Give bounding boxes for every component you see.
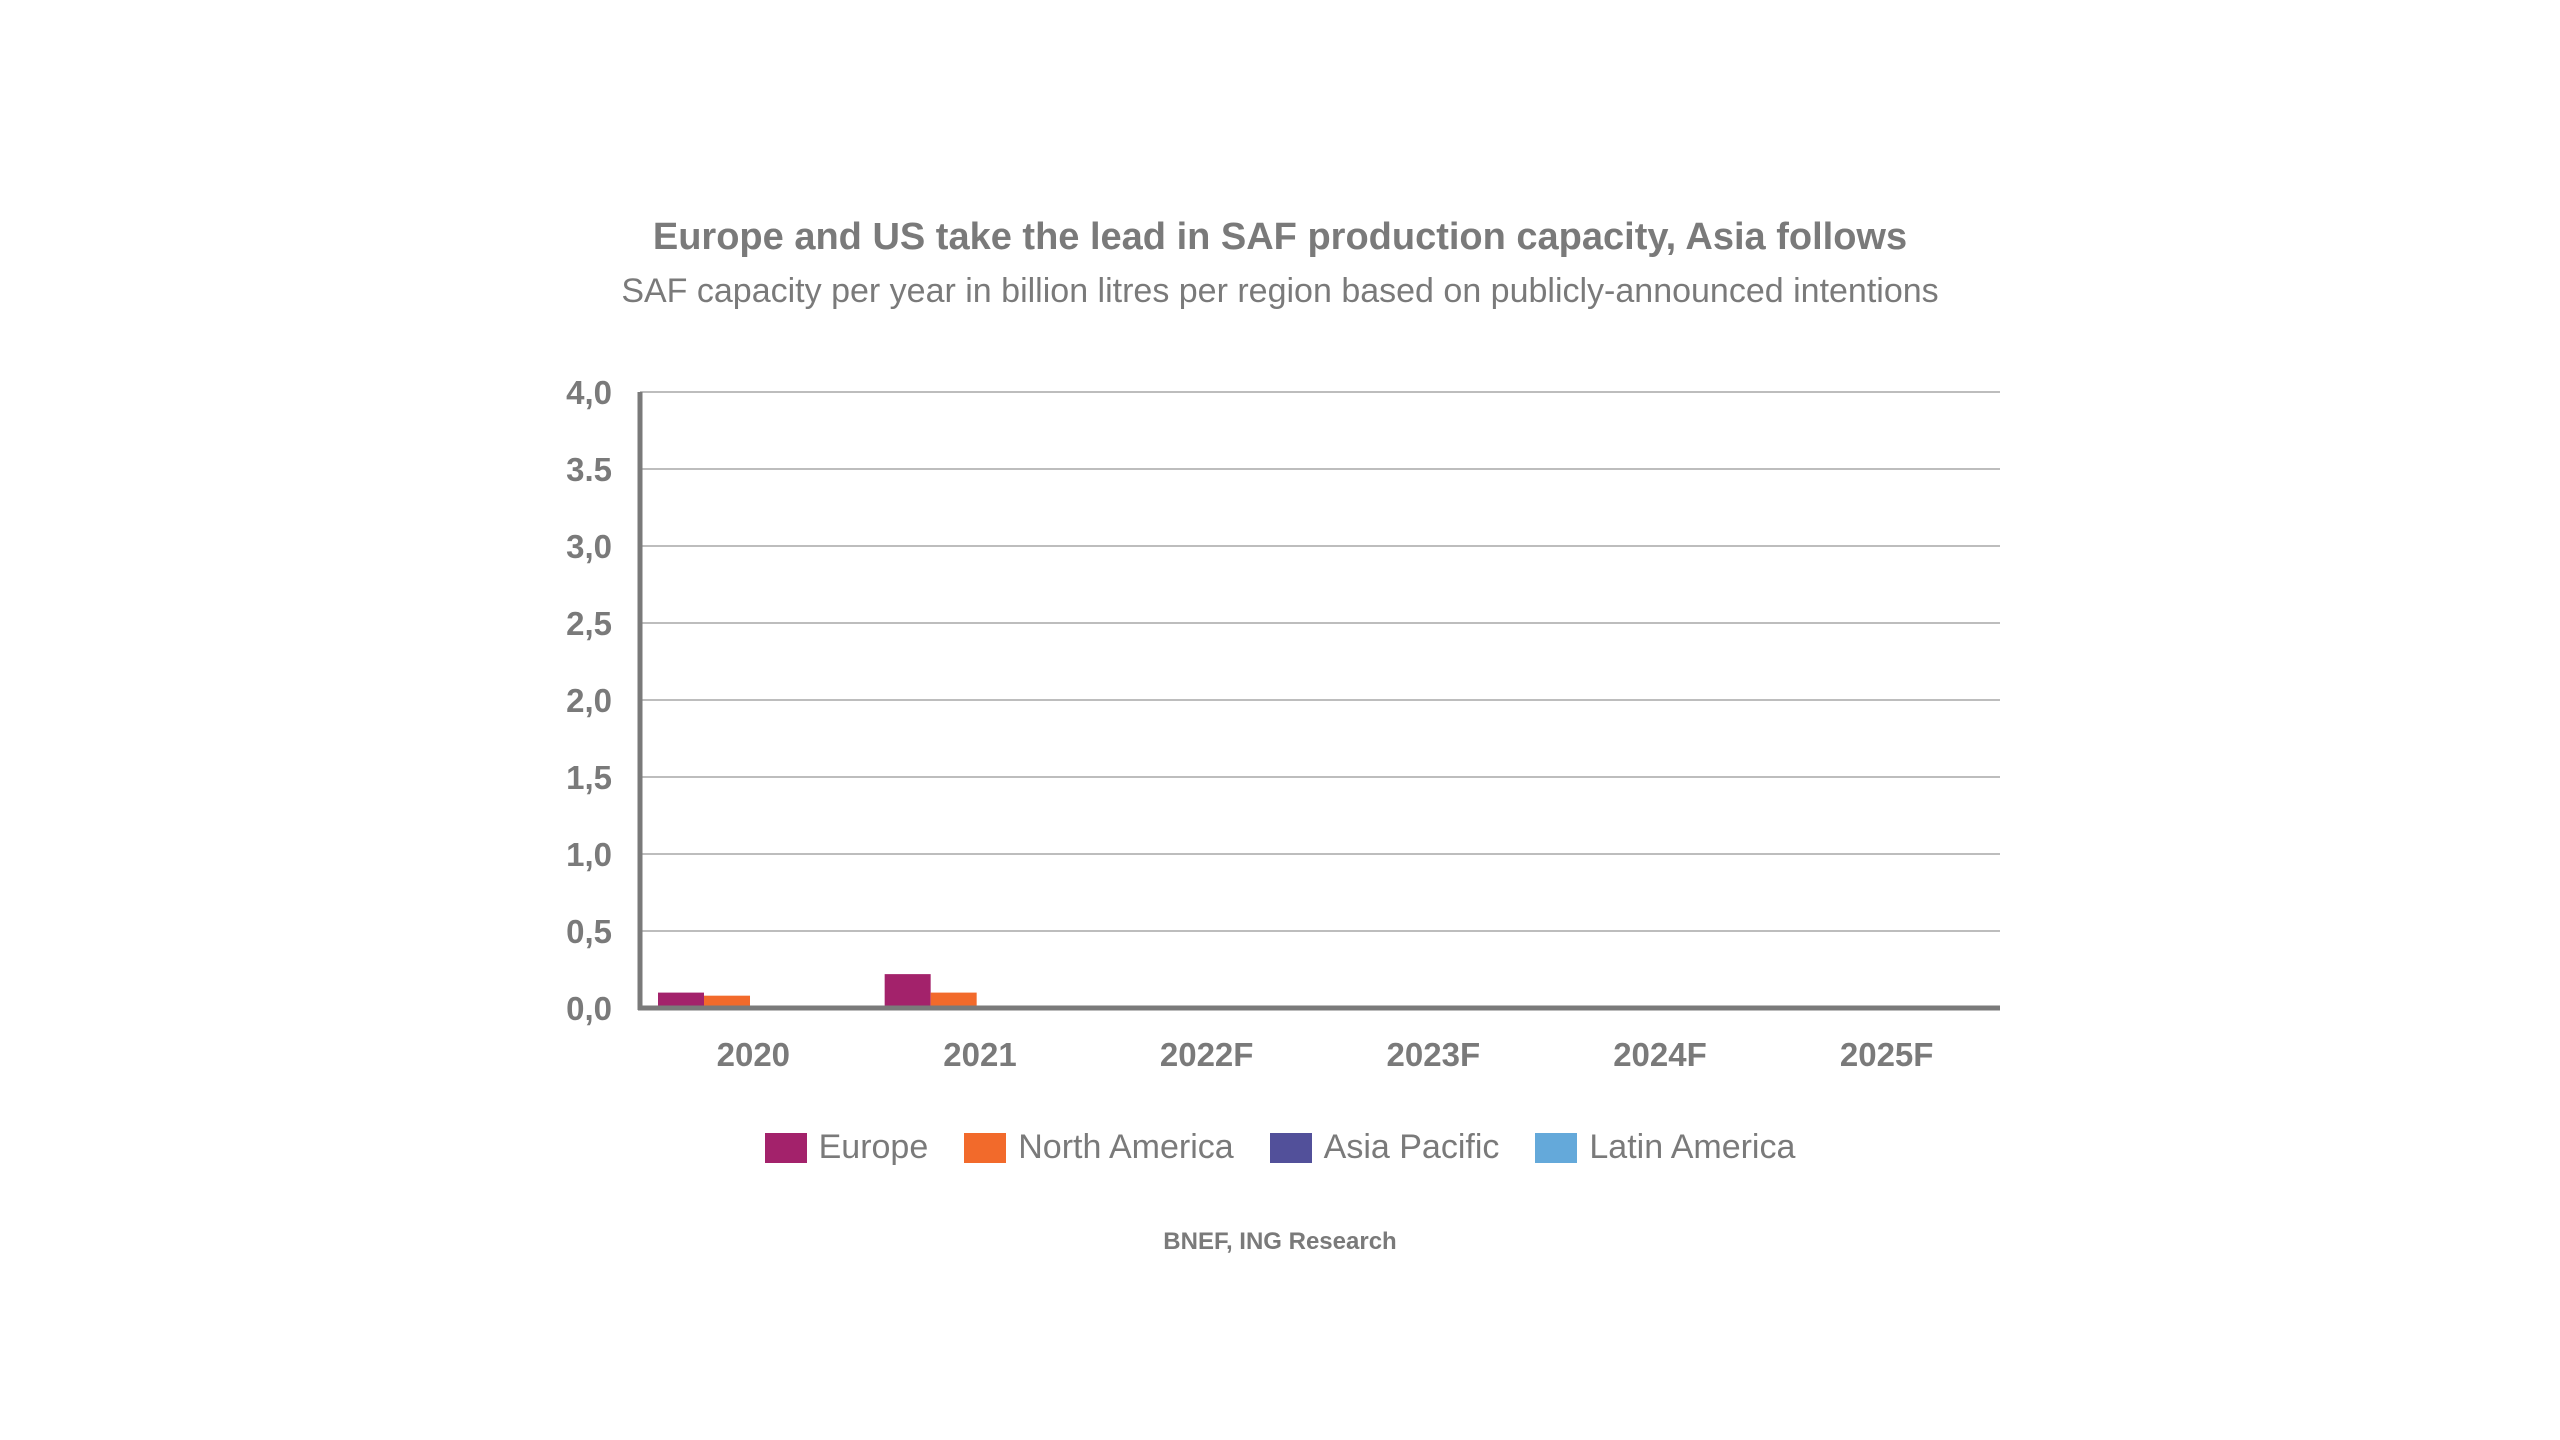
bar-europe-2020 (658, 992, 704, 1008)
y-tick-label: 4,0 (566, 374, 612, 411)
source-note: BNEF, ING Research (1163, 1228, 1397, 1255)
legend-swatch (1269, 1132, 1312, 1163)
chart-subtitle: SAF capacity per year in billion litres … (621, 272, 1939, 310)
legend-label: Latin America (1589, 1128, 1796, 1166)
bars (658, 974, 977, 1008)
gridlines (640, 391, 2000, 932)
y-tick-label: 1,0 (566, 836, 612, 873)
y-tick-label: 3.5 (566, 451, 612, 488)
legend: Europe North America Asia Pacific Latin Ame… (0, 1128, 2560, 1167)
y-tick-label: 0,0 (566, 990, 612, 1027)
legend-item-north-america: North America (964, 1128, 1234, 1167)
y-tick-label: 2,5 (566, 605, 612, 642)
y-tick-labels: 0,0 0,5 1,0 1,5 2,0 2,5 3,0 3.5 4,0 (566, 374, 612, 1027)
legend-swatch (1535, 1132, 1578, 1163)
bar-north-america-2020 (704, 995, 750, 1008)
bar-europe-2021 (884, 974, 931, 1008)
legend-item-latin-america: Latin America (1535, 1128, 1795, 1167)
axes (637, 392, 2000, 1011)
y-tick-label: 1,5 (566, 759, 612, 796)
y-tick-label: 0,5 (566, 913, 612, 950)
legend-label: Asia Pacific (1323, 1128, 1500, 1166)
legend-item-asia-pacific: Asia Pacific (1269, 1128, 1500, 1167)
legend-swatch (964, 1132, 1007, 1163)
x-tick-label: 2022F (1160, 1036, 1254, 1073)
y-tick-label: 2,0 (566, 682, 612, 719)
legend-label: Europe (818, 1128, 929, 1166)
x-tick-labels: 2020 2021 2022F 2023F 2024F 2025F (717, 1036, 1934, 1073)
legend-label: North America (1018, 1128, 1234, 1166)
y-tick-label: 3,0 (566, 528, 612, 565)
x-tick-label: 2021 (943, 1036, 1016, 1073)
legend-item-europe: Europe (764, 1128, 929, 1167)
x-tick-label: 2025F (1840, 1036, 1934, 1073)
chart-title: Europe and US take the lead in SAF produ… (652, 216, 1908, 258)
x-tick-label: 2023F (1387, 1036, 1481, 1073)
bar-north-america-2021 (930, 992, 977, 1008)
x-tick-label: 2024F (1613, 1036, 1707, 1073)
x-tick-label: 2020 (717, 1036, 790, 1073)
legend-swatch (764, 1132, 807, 1163)
